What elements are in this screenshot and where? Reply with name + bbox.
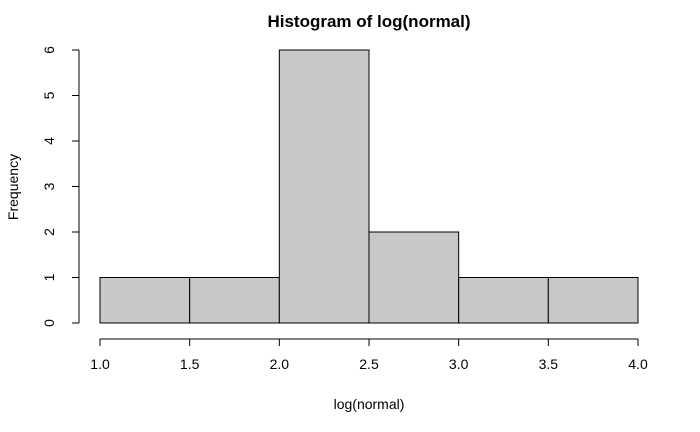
- x-tick-label: 3.5: [539, 356, 559, 372]
- x-axis-label: log(normal): [334, 396, 405, 412]
- y-tick-label: 6: [41, 46, 57, 54]
- y-tick-label: 1: [41, 273, 57, 281]
- y-tick-label: 0: [41, 319, 57, 327]
- chart-title: Histogram of log(normal): [267, 12, 470, 31]
- x-tick-label: 2.5: [359, 356, 379, 372]
- x-axis: 1.0 1.5 2.0 2.5 3.0 3.5 4.0: [90, 338, 648, 372]
- y-tick-label: 4: [41, 137, 57, 145]
- histogram-bar-4: [368, 231, 460, 324]
- y-axis: 0 1 2 3 4 5 6: [41, 46, 80, 327]
- x-tick-label: 2.0: [270, 356, 290, 372]
- histogram-bar-6: [547, 277, 639, 324]
- y-axis-label: Frequency: [5, 154, 21, 220]
- x-tick-label: 1.0: [90, 356, 110, 372]
- y-tick-label: 5: [41, 91, 57, 99]
- x-tick-label: 3.0: [449, 356, 469, 372]
- x-tick-label: 1.5: [180, 356, 200, 372]
- x-tick-label: 4.0: [628, 356, 648, 372]
- histogram-bar-3: [278, 49, 370, 324]
- y-tick-label: 2: [41, 228, 57, 236]
- y-tick-label: 3: [41, 182, 57, 190]
- bars-group: [99, 49, 639, 324]
- histogram-bar-5: [458, 277, 549, 324]
- histogram-bar-2: [189, 277, 280, 324]
- histogram-bar-1: [99, 277, 191, 324]
